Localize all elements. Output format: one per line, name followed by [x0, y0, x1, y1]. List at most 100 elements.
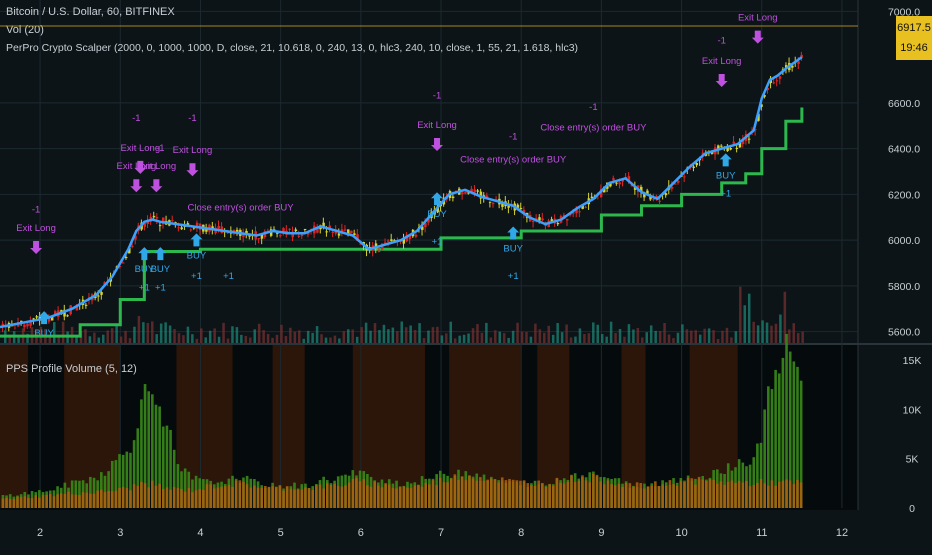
profile-bar-orange [690, 478, 694, 508]
volume-bar [378, 330, 381, 343]
signal-label: -1 [188, 113, 196, 124]
profile-bar-orange [27, 497, 30, 508]
profile-bar-green [107, 471, 110, 508]
profile-bar-orange [413, 485, 417, 508]
profile-bar-orange [588, 482, 592, 508]
profile-bar-green [785, 333, 788, 508]
candle-body [522, 209, 526, 215]
candle-body [485, 195, 489, 199]
exit-arrow-icon [130, 179, 143, 193]
profile-bar-orange [457, 480, 460, 508]
candle-body [695, 162, 699, 166]
candle-body [322, 222, 325, 227]
candle-body [340, 229, 344, 232]
candle-body [575, 208, 578, 214]
profile-bar-orange [136, 485, 140, 508]
candle-body [683, 176, 686, 178]
profile-bar-orange [526, 483, 530, 508]
profile-bar-orange [646, 486, 650, 508]
candle-body [729, 147, 732, 150]
volume-bar [565, 324, 568, 343]
profile-volume-bars [1, 333, 803, 508]
buy-arrow-icon [719, 153, 732, 167]
buy-arrow-icon [138, 247, 151, 261]
symbol-title: Bitcoin / U.S. Dollar, 60, BITFINEX [6, 6, 175, 18]
profile-bar-orange [777, 481, 781, 508]
profile-bar-orange [763, 483, 766, 508]
profile-bar-orange [479, 477, 482, 508]
profile-bar-green [172, 449, 176, 508]
profile-bar-orange [668, 480, 672, 508]
profile-bar-orange [530, 485, 533, 508]
profile-bar-orange [712, 480, 715, 508]
profile-bar-orange [380, 487, 384, 508]
profile-bar-orange [431, 480, 435, 508]
volume-bar [716, 338, 720, 343]
volume-bar [534, 323, 537, 343]
signal-label: +1 [191, 271, 202, 282]
volume-bar [783, 291, 787, 343]
candle-body [461, 192, 464, 195]
signal-label: Exit Long [417, 120, 457, 131]
candle-body [54, 311, 57, 315]
signal-label: Exit Long [702, 56, 742, 67]
profile-bar-orange [304, 487, 307, 508]
profile-bar-orange [293, 489, 296, 508]
candle-body [50, 316, 54, 321]
profile-bar-orange [202, 489, 205, 508]
volume-bar [529, 336, 533, 343]
profile-bar-orange [41, 494, 45, 508]
candle-body [414, 234, 418, 237]
candle-body [627, 176, 631, 182]
profile-bar-orange [519, 480, 522, 508]
profile-bar-orange [504, 480, 508, 508]
buy-arrow-icon [154, 247, 167, 261]
profile-bar-orange [654, 481, 657, 508]
profile-bar-orange [759, 478, 763, 508]
volume-bar [119, 336, 123, 343]
profile-bar-orange [256, 487, 260, 508]
signal-label: -1 [32, 205, 40, 216]
profile-bar-orange [621, 486, 624, 508]
profile-bar-orange [194, 490, 198, 508]
volume-bar [191, 334, 194, 343]
profile-bar-orange [402, 486, 406, 508]
profile-bar-orange [617, 483, 621, 508]
volume-bar [396, 331, 399, 343]
volume-bar [409, 325, 412, 343]
session-shade [621, 345, 646, 508]
profile-bar-orange [493, 479, 497, 508]
profile-bar-orange [285, 486, 289, 508]
profile-bar-orange [169, 489, 172, 508]
profile-bar-orange [70, 494, 74, 508]
profile-bar-green [132, 440, 136, 508]
profile-bar-orange [110, 491, 114, 508]
vol-indicator-label: Vol (20) [6, 24, 44, 36]
profile-bar-green [140, 399, 143, 508]
price-tick-label: 6600.0 [888, 98, 920, 110]
profile-bar-orange [541, 483, 544, 508]
volume-bar [391, 327, 395, 343]
volume-bar [159, 323, 163, 343]
profile-bar-orange [158, 483, 161, 508]
profile-bar-orange [85, 492, 89, 508]
candle-body [717, 145, 720, 151]
volume-bar [756, 325, 760, 343]
volume-bar [320, 334, 323, 343]
volume-bar [93, 332, 96, 343]
profile-bar-green [796, 366, 799, 508]
profile-bar-orange [438, 477, 442, 508]
profile-bar-orange [610, 484, 613, 508]
profile-bar-orange [464, 480, 468, 508]
volume-bar [364, 322, 368, 343]
session-shade [0, 345, 29, 508]
volume-bar [690, 330, 693, 343]
profile-volume-title: PPS Profile Volume (5, 12) [6, 363, 137, 375]
volume-bar [556, 323, 559, 343]
profile-bar-green [756, 443, 759, 508]
candle-body [427, 216, 430, 223]
volume-bar [88, 336, 92, 343]
volume-bar [632, 329, 635, 343]
volume-bar [667, 334, 671, 343]
volume-bar [155, 334, 158, 343]
